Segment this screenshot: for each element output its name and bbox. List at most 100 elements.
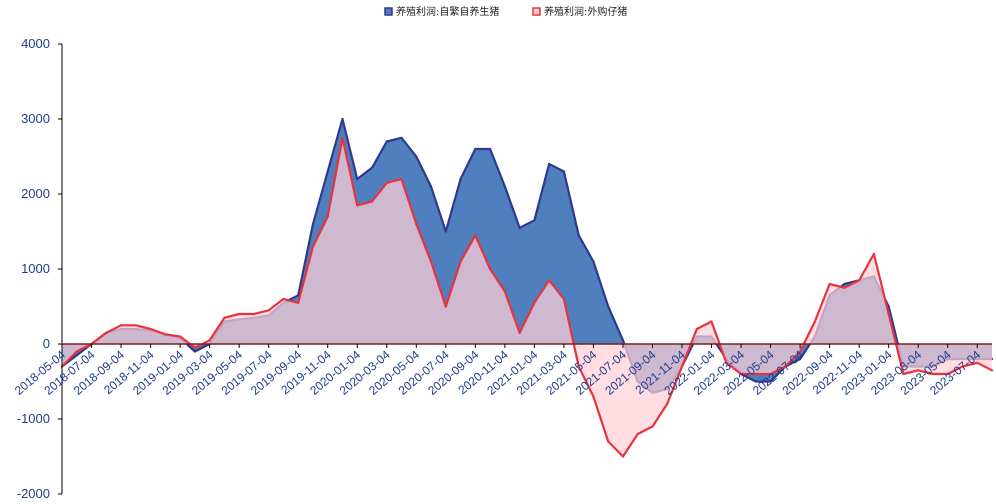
- series-2-point: [562, 297, 566, 301]
- series-2-point: [784, 365, 787, 368]
- series-2-point: [680, 365, 684, 368]
- series-2-point: [282, 297, 285, 301]
- series-2-point: [75, 350, 78, 353]
- series-1-point: [562, 170, 566, 173]
- series-2-point: [621, 455, 625, 458]
- series-2-point: [799, 350, 802, 353]
- series-1-point: [799, 357, 802, 361]
- y-tick-label: 0: [43, 336, 50, 351]
- series-2-point: [474, 234, 477, 237]
- series-2-point: [931, 372, 935, 376]
- series-2-point: [326, 215, 329, 218]
- series-2-point: [341, 136, 344, 139]
- series-2-point: [119, 324, 123, 327]
- series-1-point: [474, 147, 477, 151]
- series-2-point: [208, 339, 211, 342]
- series-1-point: [370, 166, 374, 169]
- series-2-point: [444, 305, 447, 308]
- series-2-point: [267, 309, 270, 312]
- series-1-point: [887, 305, 890, 308]
- series-2-point: [828, 282, 831, 286]
- series-2-point: [518, 331, 521, 334]
- series-2-point: [607, 440, 610, 443]
- y-tick-label: 1000: [21, 261, 50, 276]
- y-tick-label: -2000: [17, 486, 50, 501]
- series-2-point: [385, 181, 388, 184]
- x-axis-ticks: 2018-05-042018-07-042018-09-042018-11-04…: [12, 344, 983, 398]
- series-2-point: [429, 260, 433, 263]
- y-tick-label: -1000: [17, 411, 50, 426]
- series-1-point: [489, 147, 492, 151]
- series-2-point: [179, 335, 182, 338]
- series-2-point: [739, 372, 743, 376]
- y-tick-label: 4000: [21, 36, 50, 51]
- series-2-point: [666, 402, 669, 406]
- series-2-line: [61, 136, 993, 458]
- series-2-point: [872, 252, 876, 256]
- series-2-point: [725, 361, 728, 364]
- series-2-point: [297, 301, 300, 304]
- series-2-point: [252, 312, 255, 316]
- series-2-point: [858, 279, 861, 282]
- series-2-point: [548, 279, 551, 282]
- series-1-point: [400, 136, 403, 139]
- series-2-point: [902, 372, 905, 376]
- series-2-point: [636, 432, 639, 436]
- legend: 养殖利润:自繁自养生猪 养殖利润:外购仔猪: [384, 5, 627, 18]
- series-2-point: [149, 327, 152, 331]
- series-2-point: [651, 425, 654, 428]
- y-tick-label: 2000: [21, 186, 50, 201]
- series-1-point: [459, 177, 462, 181]
- series-1-point: [429, 185, 433, 188]
- series-2-point: [887, 312, 890, 316]
- series-1-point: [444, 230, 447, 233]
- series-2-point: [946, 372, 949, 376]
- series-2-point: [503, 290, 506, 293]
- series-2-point: [592, 395, 595, 398]
- series-2-point: [238, 312, 241, 316]
- series-2-point: [193, 346, 196, 349]
- series-2-point: [105, 331, 108, 334]
- series-1-point: [754, 380, 757, 383]
- series-2-point: [311, 245, 315, 248]
- plot-area: [60, 117, 994, 458]
- series-2-point: [695, 327, 698, 331]
- series-2-point: [415, 222, 418, 226]
- series-1-point: [341, 117, 344, 121]
- series-1-point: [769, 380, 772, 383]
- series-1-point: [326, 170, 329, 173]
- series-1-point: [592, 260, 595, 263]
- series-2-point: [400, 177, 403, 181]
- series-2-point: [843, 286, 846, 289]
- series-1-point: [193, 350, 196, 353]
- series-2-point: [164, 333, 167, 336]
- series-1-point: [621, 339, 625, 342]
- series-2-point: [134, 324, 137, 327]
- series-1-point: [75, 354, 78, 357]
- series-2-point: [533, 301, 536, 304]
- series-2-point: [459, 260, 462, 263]
- series-1-point: [548, 162, 551, 166]
- series-1-point: [607, 305, 610, 308]
- series-1-point: [297, 294, 300, 297]
- series-2-point: [961, 365, 964, 368]
- series-2-point: [813, 320, 817, 323]
- series-2-point: [976, 361, 979, 364]
- series-1-point: [503, 185, 506, 188]
- series-2-point: [223, 316, 226, 319]
- series-1-point: [843, 282, 846, 286]
- series-2-point: [489, 267, 492, 271]
- legend-label-series-1: 养殖利润:自繁自养生猪: [396, 5, 499, 18]
- series-1-point: [385, 140, 388, 143]
- y-tick-label: 3000: [21, 111, 50, 126]
- series-2-point: [356, 204, 359, 207]
- series-1-point: [518, 226, 521, 229]
- series-2-point: [917, 369, 920, 372]
- series-2-point: [769, 372, 772, 376]
- series-2-point: [754, 372, 757, 376]
- series-1-point: [415, 155, 418, 158]
- series-2-point: [577, 365, 580, 368]
- legend-swatch-series-2: [532, 7, 541, 16]
- series-1-point: [577, 234, 580, 237]
